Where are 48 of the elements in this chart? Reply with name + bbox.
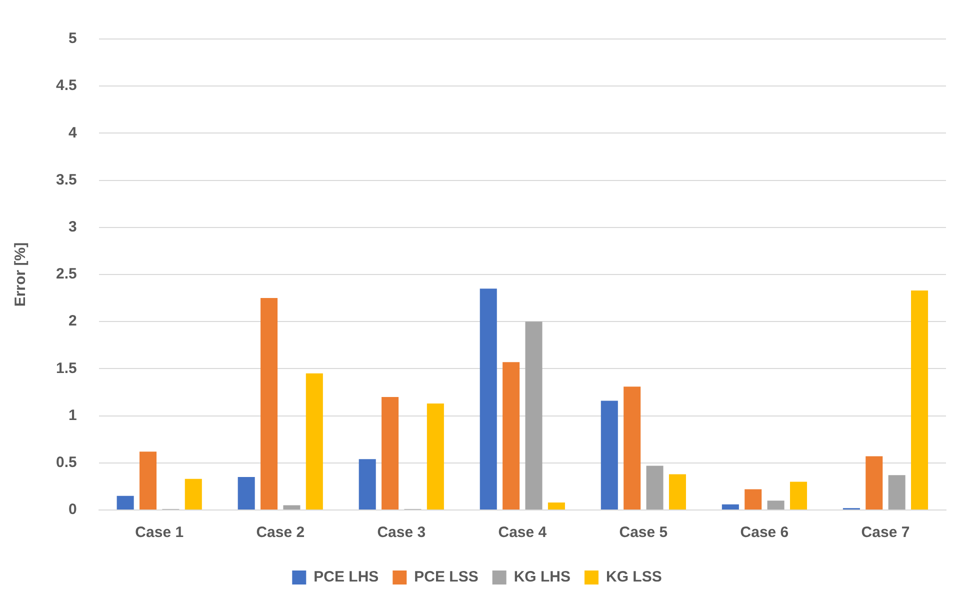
y-tick-label: 3.5 [56, 171, 77, 188]
y-tick-label: 2 [68, 312, 77, 330]
bar [238, 477, 255, 510]
legend-label: PCE LHS [314, 568, 379, 586]
bar [888, 475, 906, 510]
bar [306, 373, 323, 510]
x-tick-label: Case 2 [256, 524, 305, 542]
y-axis-title: Error [%] [12, 242, 30, 307]
bar [548, 502, 565, 510]
legend-label: KG LHS [514, 568, 571, 586]
x-tick-label: Case 6 [740, 524, 789, 542]
bar [668, 474, 686, 510]
bar [260, 298, 278, 510]
bar [600, 400, 618, 510]
bar [911, 290, 928, 510]
bar [140, 452, 157, 510]
y-tick-label: 1.5 [56, 360, 77, 377]
y-tick-label: 2.5 [56, 266, 77, 283]
y-tick-label: 4.5 [56, 77, 77, 94]
x-tick-label: Case 1 [135, 524, 184, 542]
legend-label: PCE LSS [414, 568, 478, 586]
bar [744, 489, 762, 510]
bar [283, 505, 300, 510]
bar [480, 288, 497, 510]
y-tick-label: 0 [68, 501, 77, 518]
bar [426, 404, 444, 510]
bar [358, 459, 376, 510]
bar [525, 322, 542, 510]
bar [646, 466, 664, 510]
y-tick-label: 5 [68, 30, 77, 48]
x-tick-label: Case 5 [619, 524, 668, 542]
bar [624, 386, 641, 510]
bar [116, 496, 134, 510]
bar [722, 504, 739, 510]
bar [767, 500, 784, 510]
bar [184, 478, 202, 510]
y-tick-label: 1 [68, 406, 77, 424]
y-tick-label: 0.5 [56, 454, 77, 472]
bar [866, 456, 883, 510]
x-tick-label: Case 7 [861, 524, 910, 542]
x-tick-label: Case 4 [498, 524, 548, 542]
y-tick-label: 3 [68, 218, 77, 236]
bar [790, 482, 808, 510]
legend-label: KG LSS [606, 568, 662, 586]
x-tick-label: Case 3 [377, 524, 426, 542]
y-tick-label: 4 [68, 124, 78, 142]
bar [502, 362, 520, 510]
bar [382, 396, 399, 510]
